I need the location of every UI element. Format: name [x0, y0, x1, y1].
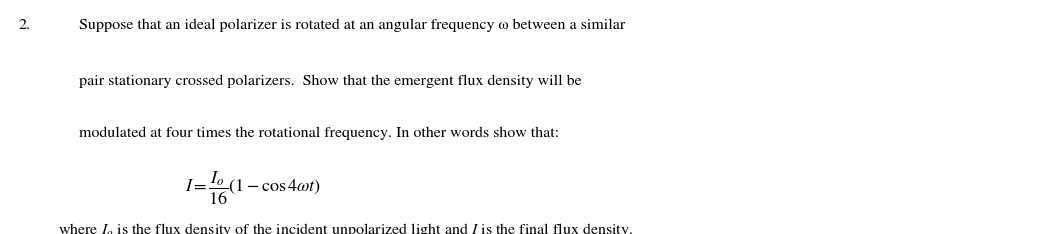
Text: modulated at four times the rotational frequency. In other words show that:: modulated at four times the rotational f…: [79, 126, 559, 140]
Text: where $I_o$ is the flux density of the incident unpolarized light and $I$ is the: where $I_o$ is the flux density of the i…: [58, 221, 633, 234]
Text: $I = \dfrac{I_o}{16}(1 - \cos 4\omega t)$: $I = \dfrac{I_o}{16}(1 - \cos 4\omega t)…: [185, 170, 321, 207]
Text: Suppose that an ideal polarizer is rotated at an angular frequency ω between a s: Suppose that an ideal polarizer is rotat…: [79, 19, 626, 32]
Text: 2.: 2.: [19, 19, 31, 32]
Text: pair stationary crossed polarizers.  Show that the emergent flux density will be: pair stationary crossed polarizers. Show…: [79, 75, 581, 88]
